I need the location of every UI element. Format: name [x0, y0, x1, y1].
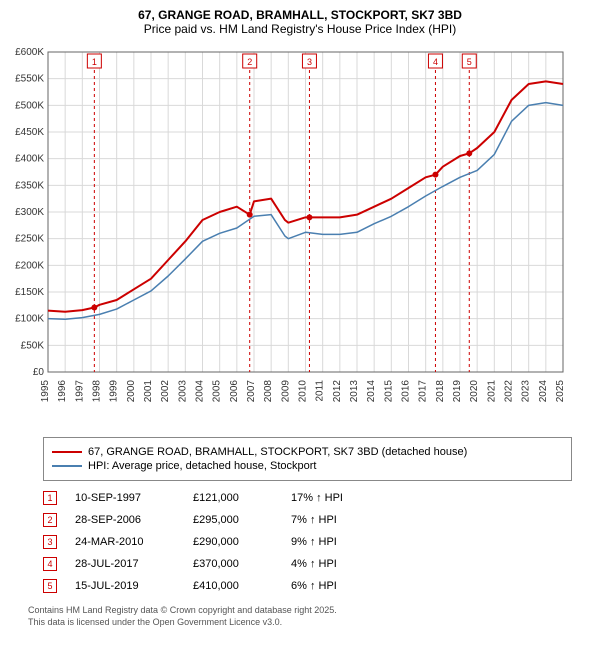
- legend-row-1: 67, GRANGE ROAD, BRAMHALL, STOCKPORT, SK…: [52, 446, 563, 458]
- legend-swatch-2: [52, 465, 82, 467]
- svg-text:2016: 2016: [401, 380, 412, 403]
- svg-text:£200K: £200K: [15, 260, 44, 271]
- svg-text:1998: 1998: [92, 380, 103, 403]
- sale-marker: 2: [43, 513, 57, 527]
- footer-line-1: Contains HM Land Registry data © Crown c…: [28, 605, 572, 617]
- footer: Contains HM Land Registry data © Crown c…: [28, 605, 572, 628]
- svg-text:£100K: £100K: [15, 314, 44, 325]
- sale-marker: 5: [43, 579, 57, 593]
- svg-text:4: 4: [433, 57, 438, 67]
- svg-text:2008: 2008: [263, 380, 274, 403]
- sale-pct: 4% ↑ HPI: [291, 558, 371, 570]
- sale-price: £121,000: [193, 492, 273, 504]
- chart-title: 67, GRANGE ROAD, BRAMHALL, STOCKPORT, SK…: [8, 8, 592, 22]
- line-chart: £0 £50K £100K £150K £200K £250K £300K £350K £400…: [8, 42, 568, 422]
- sale-row: 1 10-SEP-1997 £121,000 17% ↑ HPI: [43, 487, 572, 509]
- sale-date: 15-JUL-2019: [75, 580, 175, 592]
- svg-text:£450K: £450K: [15, 127, 44, 138]
- svg-text:1: 1: [92, 57, 97, 67]
- sale-price: £370,000: [193, 558, 273, 570]
- sale-pct: 9% ↑ HPI: [291, 536, 371, 548]
- svg-text:£150K: £150K: [15, 287, 44, 298]
- sale-price: £295,000: [193, 514, 273, 526]
- svg-text:2021: 2021: [486, 380, 497, 403]
- svg-text:1997: 1997: [74, 380, 85, 403]
- svg-text:2022: 2022: [504, 380, 515, 403]
- legend-row-2: HPI: Average price, detached house, Stoc…: [52, 460, 563, 472]
- sale-marker: 4: [43, 557, 57, 571]
- sales-table: 1 10-SEP-1997 £121,000 17% ↑ HPI 2 28-SEP-200…: [43, 487, 572, 597]
- footer-line-2: This data is licensed under the Open Gov…: [28, 617, 572, 629]
- svg-text:2001: 2001: [143, 380, 154, 403]
- sale-row: 2 28-SEP-2006 £295,000 7% ↑ HPI: [43, 509, 572, 531]
- svg-text:2010: 2010: [298, 380, 309, 403]
- svg-text:£250K: £250K: [15, 234, 44, 245]
- svg-text:2023: 2023: [521, 380, 532, 403]
- svg-text:2020: 2020: [469, 380, 480, 403]
- svg-text:2009: 2009: [280, 380, 291, 403]
- svg-text:£550K: £550K: [15, 74, 44, 85]
- svg-text:2: 2: [247, 57, 252, 67]
- sale-pct: 6% ↑ HPI: [291, 580, 371, 592]
- svg-text:2019: 2019: [452, 380, 463, 403]
- sale-pct: 17% ↑ HPI: [291, 492, 371, 504]
- legend-swatch-1: [52, 451, 82, 453]
- svg-text:2005: 2005: [212, 380, 223, 403]
- svg-text:2011: 2011: [315, 380, 326, 402]
- svg-text:2012: 2012: [332, 380, 343, 403]
- svg-text:2000: 2000: [126, 380, 137, 403]
- legend: 67, GRANGE ROAD, BRAMHALL, STOCKPORT, SK…: [43, 437, 572, 481]
- sale-date: 10-SEP-1997: [75, 492, 175, 504]
- sale-date: 24-MAR-2010: [75, 536, 175, 548]
- svg-text:1999: 1999: [109, 380, 120, 403]
- svg-text:2017: 2017: [418, 380, 429, 403]
- legend-label-1: 67, GRANGE ROAD, BRAMHALL, STOCKPORT, SK…: [88, 446, 467, 458]
- svg-text:2004: 2004: [195, 380, 206, 403]
- svg-text:£50K: £50K: [21, 340, 45, 351]
- svg-text:1996: 1996: [57, 380, 68, 403]
- svg-text:2006: 2006: [229, 380, 240, 403]
- svg-text:2007: 2007: [246, 380, 257, 403]
- svg-text:£400K: £400K: [15, 154, 44, 165]
- sale-marker: 1: [43, 491, 57, 505]
- svg-text:2014: 2014: [366, 380, 377, 403]
- svg-text:2002: 2002: [160, 380, 171, 403]
- svg-text:£300K: £300K: [15, 207, 44, 218]
- sale-price: £410,000: [193, 580, 273, 592]
- svg-text:2013: 2013: [349, 380, 360, 403]
- sale-date: 28-JUL-2017: [75, 558, 175, 570]
- sale-pct: 7% ↑ HPI: [291, 514, 371, 526]
- svg-text:2015: 2015: [383, 380, 394, 403]
- chart-subtitle: Price paid vs. HM Land Registry's House …: [8, 22, 592, 36]
- sale-date: 28-SEP-2006: [75, 514, 175, 526]
- sale-price: £290,000: [193, 536, 273, 548]
- svg-text:£500K: £500K: [15, 100, 44, 111]
- svg-text:£350K: £350K: [15, 180, 44, 191]
- legend-label-2: HPI: Average price, detached house, Stoc…: [88, 460, 317, 472]
- svg-text:2024: 2024: [538, 380, 549, 403]
- chart-area: £0 £50K £100K £150K £200K £250K £300K £350K £400…: [8, 42, 592, 427]
- sale-row: 3 24-MAR-2010 £290,000 9% ↑ HPI: [43, 531, 572, 553]
- sale-row: 5 15-JUL-2019 £410,000 6% ↑ HPI: [43, 575, 572, 597]
- sale-row: 4 28-JUL-2017 £370,000 4% ↑ HPI: [43, 553, 572, 575]
- svg-text:5: 5: [467, 57, 472, 67]
- svg-text:£600K: £600K: [15, 47, 44, 58]
- svg-text:2018: 2018: [435, 380, 446, 403]
- svg-text:3: 3: [307, 57, 312, 67]
- svg-text:£0: £0: [33, 367, 45, 378]
- sale-marker: 3: [43, 535, 57, 549]
- svg-text:1995: 1995: [40, 380, 51, 403]
- svg-text:2025: 2025: [555, 380, 566, 403]
- svg-text:2003: 2003: [177, 380, 188, 403]
